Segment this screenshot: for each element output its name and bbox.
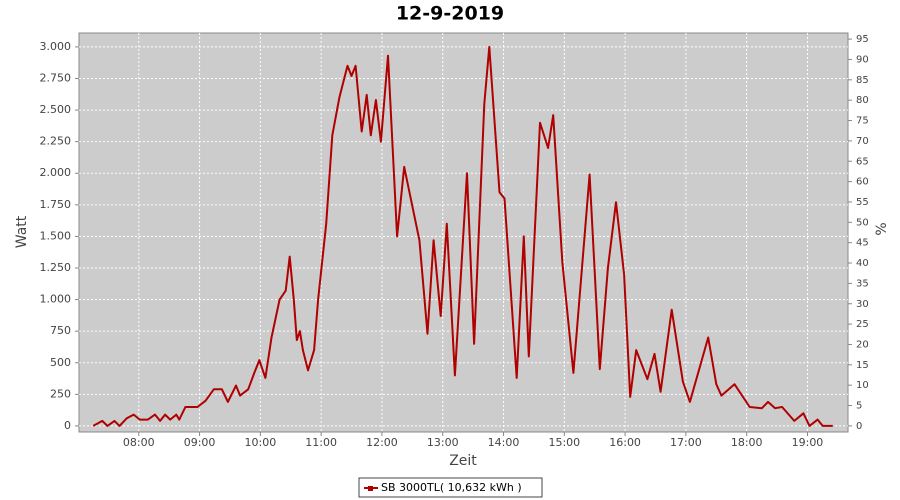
y-tick-label: 0 — [64, 419, 71, 432]
y2-tick-label: 95 — [856, 34, 869, 45]
y2-tick-label: 25 — [856, 319, 869, 330]
y-tick-label: 1.500 — [40, 229, 72, 242]
chart-title: 12-9-2019 — [396, 3, 504, 25]
y-tick-label: 3.000 — [40, 40, 72, 53]
y2-tick-label: 40 — [856, 258, 869, 269]
y2-axis-title: % — [874, 222, 890, 235]
x-tick-label: 10:00 — [245, 436, 277, 449]
y2-tick-label: 90 — [856, 54, 869, 65]
y2-tick-label: 15 — [856, 360, 869, 371]
y-axis-title: Watt — [14, 215, 30, 248]
y2-tick-label: 10 — [856, 380, 869, 391]
legend-label: SB 3000TL( 10,632 kWh ) — [381, 481, 522, 494]
y-tick-label: 1.250 — [40, 261, 72, 274]
x-tick-label: 19:00 — [792, 436, 824, 449]
y2-tick-label: 30 — [856, 299, 869, 310]
x-tick-label: 17:00 — [670, 436, 702, 449]
y-tick-label: 2.500 — [40, 103, 72, 116]
y2-tick-label: 60 — [856, 177, 869, 188]
y-tick-label: 2.250 — [40, 135, 72, 148]
legend-box — [358, 477, 543, 498]
x-tick-label: 16:00 — [609, 436, 641, 449]
legend-swatch-dot — [368, 486, 373, 491]
y-tick-label: 2.750 — [40, 71, 72, 84]
y2-tick-label: 75 — [856, 116, 869, 127]
y2-tick-label: 45 — [856, 238, 869, 249]
legend: SB 3000TL( 10,632 kWh ) — [358, 477, 543, 498]
y-tick-label: 1.750 — [40, 198, 72, 211]
x-tick-label: 13:00 — [427, 436, 459, 449]
x-axis-title: Zeit — [449, 453, 477, 469]
x-tick-label: 15:00 — [548, 436, 580, 449]
x-tick-label: 14:00 — [488, 436, 520, 449]
y2-tick-label: 20 — [856, 339, 869, 350]
y-tick-label: 2.000 — [40, 166, 72, 179]
y2-tick-label: 70 — [856, 136, 869, 147]
y2-tick-label: 65 — [856, 156, 869, 167]
y2-tick-label: 80 — [856, 95, 869, 106]
y-tick-label: 1.000 — [40, 293, 72, 306]
x-tick-label: 08:00 — [123, 436, 155, 449]
x-tick-label: 12:00 — [366, 436, 398, 449]
y2-tick-label: 0 — [856, 421, 862, 432]
x-tick-label: 18:00 — [731, 436, 763, 449]
data-line — [92, 45, 833, 427]
y-tick-label: 750 — [50, 324, 71, 337]
x-tick-label: 11:00 — [305, 436, 337, 449]
y2-tick-label: 5 — [856, 401, 862, 412]
y2-tick-label: 35 — [856, 278, 869, 289]
x-tick-label: 09:00 — [184, 436, 216, 449]
y2-tick-label: 50 — [856, 217, 869, 228]
y-tick-label: 250 — [50, 387, 71, 400]
y2-tick-label: 55 — [856, 197, 869, 208]
y2-tick-label: 85 — [856, 75, 869, 86]
y-tick-label: 500 — [50, 356, 71, 369]
